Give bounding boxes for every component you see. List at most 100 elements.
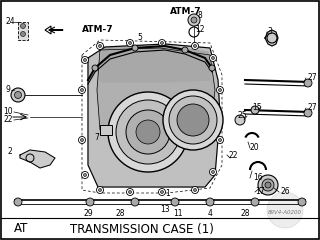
- Circle shape: [219, 138, 221, 142]
- Polygon shape: [265, 30, 278, 46]
- Text: 4: 4: [208, 209, 212, 217]
- Circle shape: [116, 100, 180, 164]
- Circle shape: [131, 198, 139, 206]
- Circle shape: [169, 96, 217, 144]
- Bar: [100, 125, 112, 135]
- Circle shape: [126, 110, 170, 154]
- Circle shape: [258, 175, 278, 195]
- Circle shape: [81, 89, 84, 91]
- Circle shape: [158, 188, 165, 196]
- Circle shape: [136, 120, 160, 144]
- Circle shape: [298, 198, 306, 206]
- Text: 27: 27: [307, 73, 317, 83]
- Text: 28: 28: [115, 209, 125, 217]
- Circle shape: [210, 54, 217, 61]
- Text: 27: 27: [307, 103, 317, 113]
- Text: 22: 22: [228, 150, 238, 160]
- Circle shape: [163, 90, 223, 150]
- Circle shape: [129, 42, 132, 44]
- Circle shape: [212, 56, 214, 60]
- Circle shape: [217, 137, 223, 144]
- Circle shape: [129, 191, 132, 193]
- Circle shape: [78, 137, 85, 144]
- Text: 3: 3: [268, 28, 272, 36]
- Text: ATM-7: ATM-7: [170, 7, 202, 17]
- Text: 28: 28: [240, 209, 250, 217]
- Circle shape: [84, 174, 86, 176]
- Circle shape: [219, 89, 221, 91]
- Text: 26: 26: [280, 187, 290, 197]
- Text: 2: 2: [8, 148, 12, 156]
- Text: ATM-7: ATM-7: [82, 25, 114, 35]
- Circle shape: [81, 138, 84, 142]
- Circle shape: [194, 188, 196, 192]
- Circle shape: [97, 42, 103, 49]
- Circle shape: [82, 172, 89, 179]
- Circle shape: [14, 198, 22, 206]
- Circle shape: [265, 182, 271, 188]
- Circle shape: [188, 14, 200, 26]
- Circle shape: [191, 42, 198, 49]
- Circle shape: [171, 198, 179, 206]
- Circle shape: [20, 24, 26, 29]
- Circle shape: [217, 86, 223, 94]
- Text: 16: 16: [253, 174, 263, 182]
- Circle shape: [78, 86, 85, 94]
- Text: 7: 7: [95, 133, 100, 143]
- Circle shape: [14, 91, 21, 98]
- Circle shape: [209, 65, 215, 71]
- Circle shape: [304, 109, 312, 117]
- Text: 5: 5: [138, 34, 142, 42]
- Circle shape: [191, 186, 198, 193]
- Circle shape: [182, 47, 188, 53]
- Text: 29: 29: [83, 209, 93, 217]
- Circle shape: [11, 88, 25, 102]
- Circle shape: [99, 44, 101, 48]
- Text: 11: 11: [173, 209, 183, 217]
- Text: 17: 17: [255, 187, 265, 197]
- Text: 9: 9: [5, 85, 11, 95]
- Text: 1: 1: [166, 188, 170, 198]
- FancyArrow shape: [45, 26, 63, 34]
- Circle shape: [84, 59, 86, 61]
- Text: 89V4-A0200: 89V4-A0200: [268, 210, 302, 215]
- Circle shape: [194, 44, 196, 48]
- Circle shape: [304, 79, 312, 87]
- Circle shape: [86, 198, 94, 206]
- Circle shape: [235, 115, 245, 125]
- Circle shape: [20, 31, 26, 36]
- Polygon shape: [88, 44, 220, 187]
- Text: 22: 22: [3, 115, 13, 125]
- Circle shape: [251, 106, 259, 114]
- Circle shape: [92, 65, 98, 71]
- Circle shape: [108, 92, 188, 172]
- Circle shape: [210, 168, 217, 175]
- Circle shape: [206, 198, 214, 206]
- Circle shape: [262, 179, 274, 191]
- Bar: [18, 22, 28, 40]
- Text: TRANSMISSION CASE (1): TRANSMISSION CASE (1): [70, 222, 214, 235]
- Circle shape: [97, 186, 103, 193]
- Text: 25: 25: [237, 112, 247, 120]
- Text: 8: 8: [198, 12, 202, 20]
- Circle shape: [82, 56, 89, 64]
- Circle shape: [161, 191, 164, 193]
- Circle shape: [161, 42, 164, 44]
- Circle shape: [212, 170, 214, 174]
- Text: 13: 13: [160, 205, 170, 215]
- Polygon shape: [97, 48, 215, 135]
- Circle shape: [126, 188, 133, 196]
- Polygon shape: [100, 46, 210, 82]
- Text: 20: 20: [249, 144, 259, 152]
- Text: 15: 15: [252, 102, 262, 112]
- Circle shape: [177, 104, 209, 136]
- Circle shape: [99, 188, 101, 192]
- Text: AT: AT: [14, 222, 28, 235]
- Text: 10: 10: [3, 108, 13, 116]
- Polygon shape: [20, 150, 55, 168]
- Circle shape: [158, 40, 165, 47]
- Text: 24: 24: [5, 18, 15, 26]
- Circle shape: [267, 192, 303, 228]
- Circle shape: [132, 45, 138, 51]
- Circle shape: [191, 17, 197, 23]
